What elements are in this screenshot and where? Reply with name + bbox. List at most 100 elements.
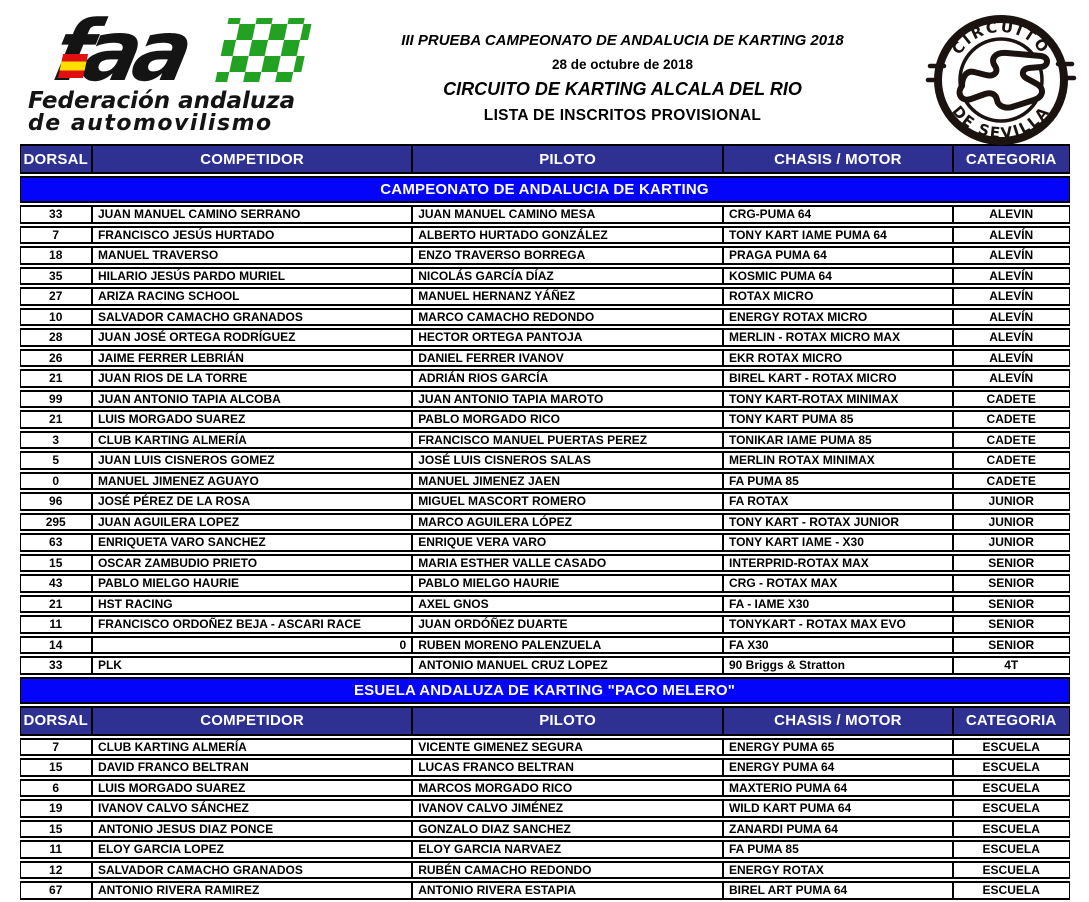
table-cell: JUAN MANUEL CAMINO SERRANO xyxy=(91,205,413,224)
table-cell: ALEVÍN xyxy=(952,225,1070,244)
table-cell: 63 xyxy=(19,533,92,552)
table-cell: SALVADOR CAMACHO GRANADOS xyxy=(91,307,413,326)
table-cell: ENRIQUE VERA VARO xyxy=(412,533,723,552)
table-cell: MAXTERIO PUMA 64 xyxy=(722,778,953,797)
table-row: 35 HILARIO JESÚS PARDO MURIEL NICOLÁS GARC… xyxy=(19,266,1070,285)
faa-acronym: faa xyxy=(45,8,196,101)
table-row: 18 MANUEL TRAVERSO ENZO TRAVERSO BORREGA PR… xyxy=(19,246,1070,265)
table-cell: ARIZA RACING SCHOOL xyxy=(91,287,413,306)
table-row: 96 JOSÉ PÉREZ DE LA ROSA MIGUEL MASCORT RO… xyxy=(19,492,1070,511)
track-outline-icon xyxy=(956,49,1050,111)
table-cell: IVANOV CALVO JIMÉNEZ xyxy=(412,799,723,818)
faa-logo: faa Federación andaluza de automovilismo xyxy=(20,3,320,141)
table-cell: FA - IAME X30 xyxy=(722,594,953,613)
table-cell: GONZALO DIAZ SANCHEZ xyxy=(412,819,723,838)
table-cell: ESCUELA xyxy=(952,778,1070,797)
table-cell: DANIEL FERRER IVANOV xyxy=(412,348,723,367)
table-cell: ENRIQUETA VARO SANCHEZ xyxy=(91,533,413,552)
table-cell: INTERPRID-ROTAX MAX xyxy=(722,553,953,572)
table-cell: ALEVIN xyxy=(952,205,1070,224)
column-header: CATEGORIA xyxy=(952,705,1070,736)
table-row: 99 JUAN ANTONIO TAPIA ALCOBA JUAN ANTONIO … xyxy=(19,389,1070,408)
table-cell: 4T xyxy=(952,656,1070,675)
table-row: 21 LUIS MORGADO SUAREZ PABLO MORGADO RICO T… xyxy=(19,410,1070,429)
table-cell: ESCUELA xyxy=(952,737,1070,756)
table-cell: 90 Briggs & Stratton xyxy=(722,656,953,675)
table-cell: SENIOR xyxy=(952,635,1070,654)
table-row: 15 OSCAR ZAMBUDIO PRIETO MARIA ESTHER VALL… xyxy=(19,553,1070,572)
table-cell: PABLO MORGADO RICO xyxy=(412,410,723,429)
table-cell: 28 xyxy=(19,328,92,347)
table-cell: ENERGY ROTAX MICRO xyxy=(722,307,953,326)
table-cell: PABLO MIELGO HAURIE xyxy=(412,574,723,593)
table-cell: 3 xyxy=(19,430,92,449)
faa-org-line1: Federación andaluza xyxy=(28,88,295,114)
table-cell: LUIS MORGADO SUAREZ xyxy=(91,410,413,429)
table-cell: 33 xyxy=(19,205,92,224)
table-cell: 67 xyxy=(19,881,92,900)
table-row: 26 JAIME FERRER LEBRIÁN DANIEL FERRER IVAN… xyxy=(19,348,1070,367)
table-cell: FA X30 xyxy=(722,635,953,654)
table-cell: WILD KART PUMA 64 xyxy=(722,799,953,818)
table-cell: CRG-PUMA 64 xyxy=(722,205,953,224)
table-row: 67 ANTONIO RIVERA RAMIREZ ANTONIO RIVERA E… xyxy=(19,881,1070,900)
table-cell: ESCUELA xyxy=(952,799,1070,818)
table-cell: SENIOR xyxy=(952,574,1070,593)
section-title: CAMPEONATO DE ANDALUCIA DE KARTING xyxy=(19,176,1070,203)
table-cell: JOSÉ PÉREZ DE LA ROSA xyxy=(91,492,413,511)
table-cell: ENZO TRAVERSO BORREGA xyxy=(412,246,723,265)
table-cell: JUAN MANUEL CAMINO MESA xyxy=(412,205,723,224)
table-cell: ELOY GARCIA LOPEZ xyxy=(91,840,413,859)
table-cell: JOSÉ LUIS CISNEROS SALAS xyxy=(412,451,723,470)
list-title: LISTA DE INSCRITOS PROVISIONAL xyxy=(483,107,762,124)
spain-flag-icon xyxy=(58,54,89,78)
table-row: 0 MANUEL JIMENEZ AGUAYO MANUEL JIMENEZ JAE… xyxy=(19,471,1070,490)
table-cell: 43 xyxy=(19,574,92,593)
table-cell: ENERGY PUMA 64 xyxy=(722,758,953,777)
table-cell: KOSMIC PUMA 64 xyxy=(722,266,953,285)
table-cell: IVANOV CALVO SÁNCHEZ xyxy=(91,799,413,818)
table-cell: 7 xyxy=(19,737,92,756)
table-cell: 7 xyxy=(19,225,92,244)
table-cell: HILARIO JESÚS PARDO MURIEL xyxy=(91,266,413,285)
table-cell: SENIOR xyxy=(952,594,1070,613)
table-cell: JUNIOR xyxy=(952,512,1070,531)
table-cell: 26 xyxy=(19,348,92,367)
table-cell: AXEL GNOS xyxy=(412,594,723,613)
table-cell: JUAN RIOS DE LA TORRE xyxy=(91,369,413,388)
inscritos-table: DORSAL COMPETIDOR PILOTO CHASIS / MOTOR CATE… xyxy=(19,142,1070,902)
table-cell: CADETE xyxy=(952,410,1070,429)
table-cell: ESCUELA xyxy=(952,840,1070,859)
table-cell: MARCO AGUILERA LÓPEZ xyxy=(412,512,723,531)
table-cell: ALEVÍN xyxy=(952,369,1070,388)
event-date: 28 de octubre de 2018 xyxy=(551,57,694,72)
table-cell: MANUEL TRAVERSO xyxy=(91,246,413,265)
table-cell: 35 xyxy=(19,266,92,285)
table-cell: 6 xyxy=(19,778,92,797)
table-cell: JUAN ORDÓÑEZ DUARTE xyxy=(412,615,723,634)
table-cell: 11 xyxy=(19,840,92,859)
table-cell: ANTONIO RIVERA ESTAPIA xyxy=(412,881,723,900)
table-row: 11 FRANCISCO ORDOÑEZ BEJA - ASCARI RACE JU… xyxy=(19,615,1070,634)
table-row: 15 ANTONIO JESUS DIAZ PONCE GONZALO DIAZ S… xyxy=(19,819,1070,838)
checkered-flag-icon xyxy=(215,18,313,82)
table-cell: ALEVÍN xyxy=(952,287,1070,306)
columns-header-row: DORSAL COMPETIDOR PILOTO CHASIS / MOTOR CATE… xyxy=(19,705,1070,736)
table-row: 11 ELOY GARCIA LOPEZ ELOY GARCIA NARVAEZ FA… xyxy=(19,840,1070,859)
table-cell: MANUEL JIMENEZ AGUAYO xyxy=(91,471,413,490)
table-cell: LUCAS FRANCO BELTRAN xyxy=(412,758,723,777)
table-cell: 0 xyxy=(91,635,413,654)
table-row: 19 IVANOV CALVO SÁNCHEZ IVANOV CALVO JIMÉN… xyxy=(19,799,1070,818)
page-header: faa Federación andaluza de automovilismo… xyxy=(0,0,1089,145)
table-row: 43 PABLO MIELGO HAURIE PABLO MIELGO HAURIE… xyxy=(19,574,1070,593)
roster-body: DORSAL COMPETIDOR PILOTO CHASIS / MOTOR CATE… xyxy=(19,144,1070,900)
table-cell: MANUEL JIMENEZ JAEN xyxy=(412,471,723,490)
table-cell: EKR ROTAX MICRO xyxy=(722,348,953,367)
table-row: 63 ENRIQUETA VARO SANCHEZ ENRIQUE VERA VAR… xyxy=(19,533,1070,552)
table-cell: CADETE xyxy=(952,430,1070,449)
table-cell: 0 xyxy=(19,471,92,490)
table-cell: TONY KART-ROTAX MINIMAX xyxy=(722,389,953,408)
table-cell: CADETE xyxy=(952,389,1070,408)
table-cell: ALEVÍN xyxy=(952,307,1070,326)
table-row: 3 CLUB KARTING ALMERÍA FRANCISCO MANUEL PU… xyxy=(19,430,1070,449)
